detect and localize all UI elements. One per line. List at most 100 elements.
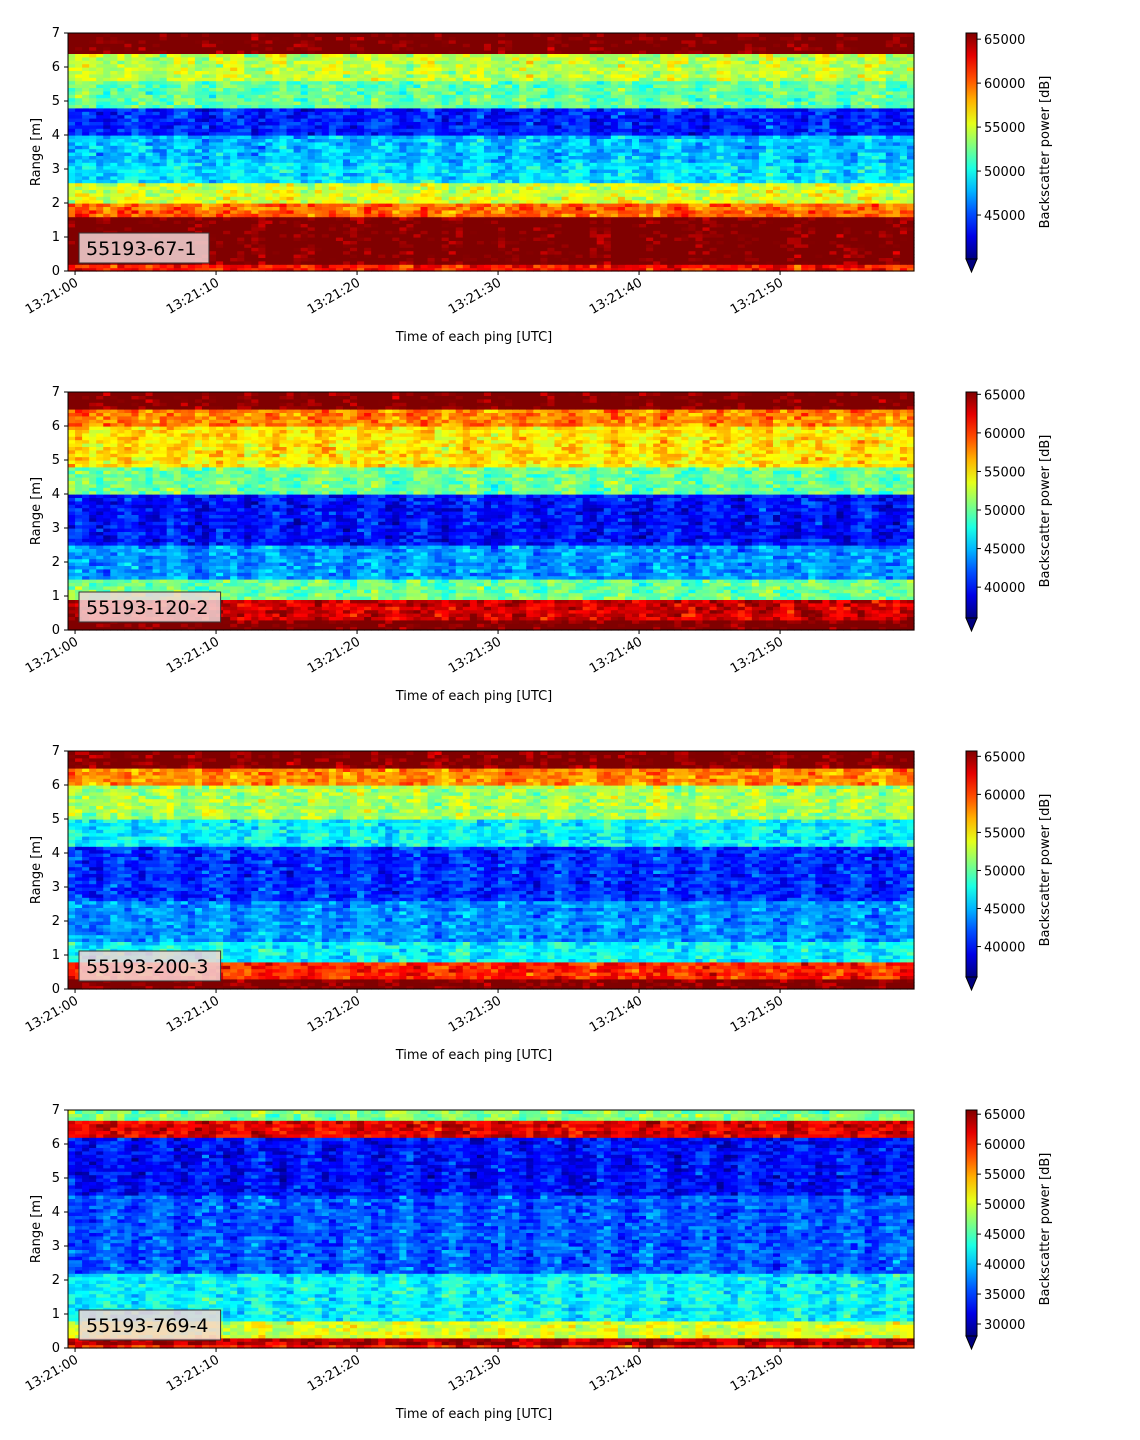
heatmap-cell — [251, 193, 259, 197]
heatmap-cell — [886, 149, 894, 153]
heatmap-cell — [301, 251, 309, 255]
heatmap-cell — [533, 234, 541, 238]
heatmap-cell — [576, 234, 584, 238]
heatmap-cell — [900, 244, 908, 248]
heatmap-cell — [844, 217, 852, 221]
heatmap-cell — [484, 132, 492, 136]
heatmap-cell — [68, 234, 76, 238]
heatmap-cell — [710, 244, 718, 248]
heatmap-cell — [604, 132, 612, 136]
heatmap-cell — [900, 251, 908, 255]
heatmap-cell — [780, 200, 788, 204]
heatmap-cell — [773, 234, 781, 238]
heatmap-cell — [216, 159, 224, 163]
heatmap-cell — [695, 132, 703, 136]
heatmap-cell — [547, 251, 555, 255]
heatmap-cell — [583, 176, 591, 180]
heatmap-cell — [322, 149, 330, 153]
heatmap-cell — [738, 251, 746, 255]
heatmap-cell — [569, 183, 577, 187]
heatmap-cell — [301, 210, 309, 214]
heatmap-cell — [237, 264, 245, 268]
heatmap-cell — [322, 200, 330, 204]
heatmap-cell — [808, 200, 816, 204]
heatmap-cell — [632, 217, 640, 221]
heatmap-cell — [82, 166, 90, 170]
heatmap-cell — [738, 210, 746, 214]
heatmap-cell — [710, 264, 718, 268]
heatmap-cell — [858, 264, 866, 268]
heatmap-cell — [421, 234, 429, 238]
heatmap-cell — [188, 183, 196, 187]
heatmap-cell — [653, 176, 661, 180]
heatmap-cell — [844, 264, 852, 268]
heatmap-cell — [773, 149, 781, 153]
heatmap-cell — [533, 244, 541, 248]
heatmap-cell — [766, 166, 774, 170]
heatmap-cell — [477, 210, 485, 214]
heatmap-cell — [752, 142, 760, 146]
heatmap-cell — [174, 200, 182, 204]
heatmap-cell — [139, 210, 147, 214]
heatmap-cell — [632, 234, 640, 238]
heatmap-cell — [336, 183, 344, 187]
heatmap-cell — [717, 244, 725, 248]
heatmap-cell — [752, 176, 760, 180]
heatmap-cell — [336, 227, 344, 231]
heatmap-cell — [547, 159, 555, 163]
heatmap-cell — [632, 149, 640, 153]
heatmap-cell — [865, 264, 873, 268]
heatmap-cell — [470, 200, 478, 204]
heatmap-cell — [230, 166, 238, 170]
heatmap-cell — [195, 183, 203, 187]
heatmap-cell — [174, 210, 182, 214]
heatmap-cell — [597, 142, 605, 146]
heatmap-cell — [653, 227, 661, 231]
heatmap-cell — [329, 251, 337, 255]
heatmap-cell — [519, 217, 527, 221]
heatmap-cell — [879, 210, 887, 214]
heatmap-cell — [139, 176, 147, 180]
heatmap-cell — [695, 142, 703, 146]
heatmap-cell — [470, 217, 478, 221]
heatmap-cell — [477, 132, 485, 136]
heatmap-cell — [470, 251, 478, 255]
heatmap-cell — [484, 251, 492, 255]
heatmap-cell — [315, 132, 323, 136]
heatmap-cell — [399, 132, 407, 136]
heatmap-cell — [477, 149, 485, 153]
heatmap-cell — [294, 183, 302, 187]
heatmap-cell — [406, 193, 414, 197]
heatmap-cell — [413, 244, 421, 248]
heatmap-cell — [604, 142, 612, 146]
heatmap-cell — [153, 149, 161, 153]
heatmap-cell — [413, 227, 421, 231]
heatmap-cell — [68, 227, 76, 231]
heatmap-cell — [385, 217, 393, 221]
heatmap-cell — [202, 166, 210, 170]
heatmap-cell — [829, 244, 837, 248]
heatmap-cell — [822, 166, 830, 170]
heatmap-cell — [350, 210, 358, 214]
heatmap-cell — [879, 244, 887, 248]
heatmap-cell — [562, 217, 570, 221]
heatmap-cell — [562, 244, 570, 248]
heatmap-cell — [315, 244, 323, 248]
heatmap-cell — [646, 176, 654, 180]
heatmap-cell — [674, 166, 682, 170]
heatmap-cell — [724, 176, 732, 180]
heatmap-cell — [829, 166, 837, 170]
heatmap-cell — [625, 251, 633, 255]
heatmap-cell — [787, 227, 795, 231]
heatmap-cell — [364, 142, 372, 146]
heatmap-cell — [75, 166, 83, 170]
heatmap-cell — [562, 183, 570, 187]
heatmap-cell — [893, 264, 901, 268]
heatmap-cell — [350, 200, 358, 204]
heatmap-cell — [491, 183, 499, 187]
heatmap-cell — [801, 132, 809, 136]
heatmap-cell — [399, 244, 407, 248]
heatmap-cell — [428, 200, 436, 204]
heatmap-cell — [533, 227, 541, 231]
heatmap-cell — [89, 217, 97, 221]
